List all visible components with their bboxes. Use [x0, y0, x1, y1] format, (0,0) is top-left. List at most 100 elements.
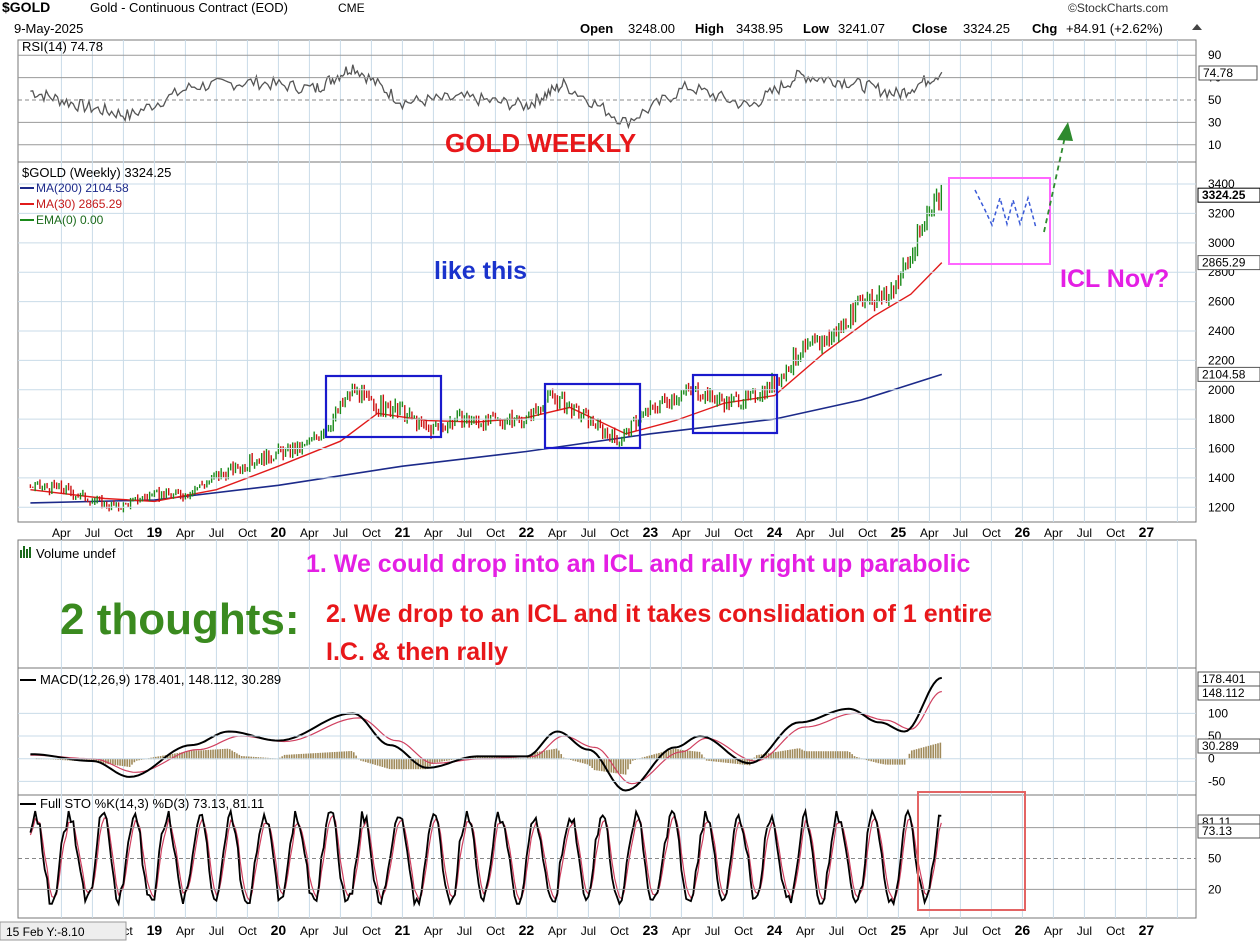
macd-histogram-bar	[341, 751, 343, 760]
price-axis: 3400320030002800260024002200200018001600…	[18, 177, 1235, 514]
macd-histogram-bar	[715, 758, 718, 762]
macd-histogram-bar	[624, 758, 627, 775]
macd-histogram-bar	[374, 758, 377, 765]
macd-histogram-bar	[183, 751, 186, 760]
x-tick-label: 21	[395, 524, 411, 540]
macd-histogram-bar	[281, 756, 284, 760]
macd-histogram-bar	[541, 751, 543, 760]
macd-histogram-bar	[300, 753, 303, 760]
macd-histogram-bar	[758, 754, 760, 760]
ema-legend: EMA(0) 0.00	[36, 213, 104, 227]
macd-histogram-bar	[574, 758, 577, 762]
macd-histogram-bar	[114, 758, 117, 766]
price-tick-label: 1200	[1208, 500, 1235, 514]
x-tick-label: Jul	[705, 526, 720, 540]
x-tick-label: Jul	[705, 924, 720, 938]
x-tick-label: Apr	[672, 526, 691, 540]
macd-histogram-bar	[214, 749, 217, 760]
price-legend-title: $GOLD (Weekly) 3324.25	[22, 165, 171, 180]
macd-histogram-bar	[789, 749, 791, 760]
low-label: Low	[803, 21, 830, 36]
macd-panel: MACD(12,26,9) 178.401, 148.112, 30.289 1…	[18, 671, 1260, 792]
macd-histogram-bar	[598, 758, 601, 771]
x-tick-label: Apr	[1044, 526, 1063, 540]
macd-histogram-bar	[651, 754, 653, 760]
macd-histogram-bar	[422, 758, 424, 770]
macd-histogram-bar	[701, 754, 703, 760]
macd-histogram-bar	[908, 753, 911, 760]
price-tick-label: 3400	[1208, 177, 1235, 191]
price-tick-label: 2600	[1208, 295, 1235, 309]
macd-histogram-bar	[555, 748, 558, 760]
macd-histogram-bar	[608, 758, 610, 773]
macd-histogram-bar	[527, 757, 529, 760]
x-tick-label: Apr	[1044, 924, 1063, 938]
exchange: CME	[338, 1, 365, 15]
x-tick-label: Apr	[300, 526, 319, 540]
close-label: Close	[912, 21, 947, 36]
macd-histogram-bar	[553, 748, 555, 760]
macd-histogram-bar	[910, 750, 913, 760]
macd-histogram-bar	[484, 756, 486, 760]
macd-histogram-bar	[615, 758, 617, 774]
macd-histogram-bar	[345, 751, 348, 760]
macd-histogram-bar	[338, 751, 341, 760]
macd-histogram-bar	[868, 758, 870, 761]
macd-histogram-bar	[765, 753, 768, 760]
macd-histogram-bar	[937, 743, 939, 760]
volume-icon	[20, 546, 31, 558]
price-tag-label: 2865.29	[1202, 256, 1246, 270]
macd-histogram-bar	[121, 758, 124, 767]
x-tick-label: 23	[643, 524, 659, 540]
x-tick-label: Oct	[486, 526, 505, 540]
macd-histogram-bar	[126, 758, 129, 767]
macd-histogram-bar	[581, 758, 584, 764]
macd-tag: 148.112	[1197, 685, 1260, 701]
projection-box	[948, 177, 1051, 265]
price-tag-box	[1197, 366, 1260, 382]
x-tick-label: Jul	[457, 526, 472, 540]
macd-histogram-bar	[770, 752, 772, 760]
macd-histogram-bar	[670, 749, 672, 760]
x-tick-label: Apr	[176, 924, 195, 938]
macd-histogram-bar	[109, 758, 112, 765]
macd-histogram-bar	[112, 758, 114, 765]
macd-histogram-bar	[538, 751, 541, 760]
thought-2-line-1: 2. We drop to an ICL and it takes consli…	[326, 600, 992, 628]
macd-histogram-bar	[200, 750, 202, 760]
macd-histogram-bar	[419, 758, 422, 770]
x-tick-label: 26	[1015, 922, 1031, 938]
macd-tick-label: 0	[1208, 752, 1215, 766]
macd-histogram-bar	[231, 750, 233, 760]
rsi-tick-label: 50	[1208, 93, 1222, 107]
macd-histogram-bar	[782, 750, 784, 760]
x-tick-label: Oct	[1106, 924, 1125, 938]
macd-histogram-bar	[138, 758, 140, 761]
macd-histogram-bar	[634, 758, 636, 760]
x-tick-label: Oct	[362, 924, 381, 938]
x-tick-label: Oct	[114, 526, 133, 540]
symbol: $GOLD	[2, 0, 50, 15]
macd-histogram-bar	[298, 754, 300, 760]
macd-histogram-bar	[698, 751, 701, 760]
macd-histogram-bar	[224, 748, 226, 760]
price-tag-label: 2104.58	[1202, 367, 1246, 381]
macd-histogram-bar	[865, 758, 868, 761]
macd-histogram-bar	[140, 758, 143, 760]
macd-histogram-bar	[360, 758, 362, 761]
macd-histogram-bar	[57, 758, 59, 760]
x-tick-label: Oct	[610, 924, 629, 938]
x-tick-label: Jul	[953, 526, 968, 540]
macd-histogram-bar	[803, 750, 806, 760]
macd-histogram-bar	[391, 758, 393, 770]
macd-tag-label: 30.289	[1202, 739, 1239, 753]
price-tick-label: 2200	[1208, 353, 1235, 367]
macd-histogram-bar	[364, 758, 367, 763]
macd-histogram-bar	[543, 750, 546, 760]
macd-histogram-bar	[326, 752, 329, 760]
macd-histogram-bar	[600, 758, 603, 772]
macd-histogram-bar	[243, 756, 245, 760]
macd-histogram-bar	[648, 755, 651, 760]
gold-weekly-title: GOLD WEEKLY	[445, 128, 636, 158]
macd-histogram-bar	[796, 748, 799, 760]
